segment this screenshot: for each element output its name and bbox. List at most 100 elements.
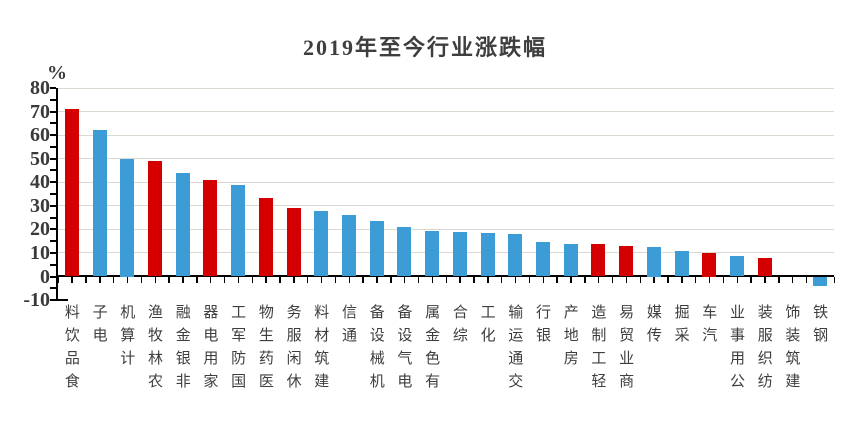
y-axis-tick (50, 193, 56, 196)
y-axis-tick (50, 251, 56, 254)
x-axis-tick (71, 277, 73, 283)
x-axis-tick (487, 277, 489, 283)
x-axis-tick (556, 277, 558, 283)
y-axis-tick (50, 299, 56, 302)
x-axis-tick (417, 277, 420, 283)
x-axis-tick (403, 277, 406, 283)
x-category-label: 渔牧林农 (146, 304, 162, 396)
x-axis-tick (112, 277, 115, 283)
x-category-label: 属金色有 (423, 304, 440, 396)
x-axis-tick (168, 277, 170, 283)
y-tick-label: 0 (40, 265, 50, 288)
bar (314, 210, 329, 277)
y-axis-tick (50, 122, 56, 125)
x-axis-tick (376, 277, 378, 283)
x-category-label: 媒传 (644, 304, 661, 350)
x-axis-tick (223, 277, 226, 283)
bar (286, 208, 301, 277)
x-category-label: 工军防国 (229, 304, 246, 396)
bar (397, 227, 412, 277)
x-axis-tick (265, 277, 267, 283)
x-axis-tick (708, 277, 711, 283)
y-axis-tick (50, 204, 56, 207)
x-category-label: 行银 (534, 304, 550, 350)
bar (730, 256, 744, 277)
y-axis-tick (50, 134, 56, 137)
y-axis-tick (50, 169, 56, 172)
bar (674, 250, 689, 277)
x-category-label: 备设械机 (367, 304, 384, 396)
y-tick-label: 60 (30, 124, 50, 147)
bar (563, 243, 578, 277)
x-axis-tick (348, 277, 350, 283)
x-axis-tick (126, 277, 129, 283)
x-axis-tick (279, 277, 281, 283)
x-axis-tick (209, 277, 212, 283)
x-category-label: 物生药医 (256, 304, 273, 396)
x-axis-tick (625, 277, 628, 283)
x-axis-tick (764, 277, 766, 283)
x-axis-tick (833, 277, 835, 283)
bar (175, 172, 190, 277)
x-axis-tick (196, 277, 198, 283)
y-axis-tick (50, 216, 56, 219)
y-tick-label: 50 (30, 147, 50, 170)
bar (757, 257, 772, 277)
y-tick-label: 70 (30, 100, 50, 123)
bar (591, 243, 606, 277)
x-axis-tick (237, 277, 240, 283)
x-category-label: 业事用公 (728, 304, 744, 396)
gridline (58, 228, 834, 230)
x-axis-tick (778, 277, 780, 283)
x-axis-tick (182, 277, 184, 283)
x-category-label: 料材筑建 (312, 304, 329, 396)
x-axis-tick (653, 277, 655, 283)
chart-title: 2019年至今行业涨跌幅 (302, 35, 547, 60)
gridline (58, 158, 834, 160)
x-category-label: 造制工轻 (589, 304, 606, 396)
x-category-label: 合综 (450, 304, 467, 350)
gridline (58, 87, 834, 89)
x-axis-tick (154, 277, 156, 283)
bar (148, 161, 162, 277)
x-axis-tick (500, 277, 503, 283)
x-axis-tick (570, 277, 572, 283)
bar (258, 197, 273, 277)
x-axis-tick (597, 277, 600, 283)
x-axis-tick (639, 277, 641, 283)
x-category-label: 子电 (90, 304, 107, 350)
x-axis-tick (306, 277, 309, 283)
bar (425, 230, 440, 277)
x-axis-tick (459, 277, 461, 283)
bar (342, 215, 356, 277)
bar (231, 184, 246, 277)
bar (813, 276, 828, 286)
x-axis-tick (791, 277, 794, 283)
y-tick-label: 30 (30, 194, 50, 217)
x-category-label: 掘采 (672, 304, 689, 350)
y-axis-line (56, 88, 58, 301)
y-tick-label: 10 (30, 241, 50, 264)
y-tick-label: -10 (23, 289, 50, 312)
y-axis-tick (50, 145, 56, 148)
x-axis-tick (805, 277, 808, 283)
bar (452, 231, 467, 277)
y-axis-tick (50, 110, 56, 113)
y-axis-tick (50, 275, 56, 278)
x-category-label: 产地房 (561, 304, 578, 373)
x-axis-line (56, 275, 834, 277)
x-axis-tick (611, 277, 614, 283)
x-category-label: 输运通交 (506, 304, 523, 396)
x-axis-tick (362, 277, 364, 283)
x-axis-tick (528, 277, 531, 283)
x-axis-tick (57, 277, 59, 283)
x-axis-tick (390, 277, 392, 283)
x-category-label: 铁钢 (811, 304, 828, 350)
bar (619, 245, 634, 277)
y-axis-tick (50, 240, 56, 243)
x-axis-tick (85, 277, 87, 283)
bar (480, 232, 495, 277)
y-tick-label: 80 (30, 77, 50, 99)
bar (92, 130, 107, 277)
